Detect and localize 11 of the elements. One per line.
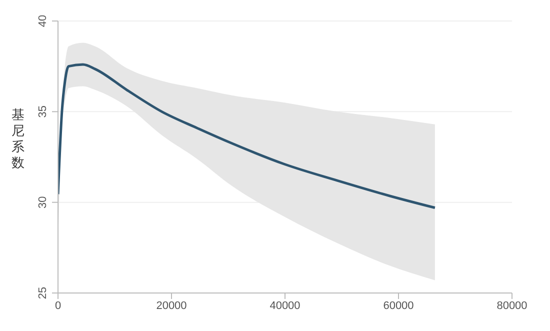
- y-tick-label: 30: [37, 196, 49, 208]
- y-tick-label: 35: [37, 106, 49, 118]
- x-tick-label: 0: [54, 300, 62, 312]
- x-tick-label: 80000: [496, 300, 528, 312]
- y-tick-label: 25: [37, 286, 49, 300]
- x-tick-label: 20000: [156, 300, 187, 312]
- y-axis-title: 基尼系数: [10, 108, 26, 172]
- line-series: [58, 63, 436, 210]
- y-tick-label: 40: [37, 14, 49, 28]
- x-tick-label: 40000: [270, 300, 300, 312]
- x-tick-label: 60000: [383, 300, 414, 312]
